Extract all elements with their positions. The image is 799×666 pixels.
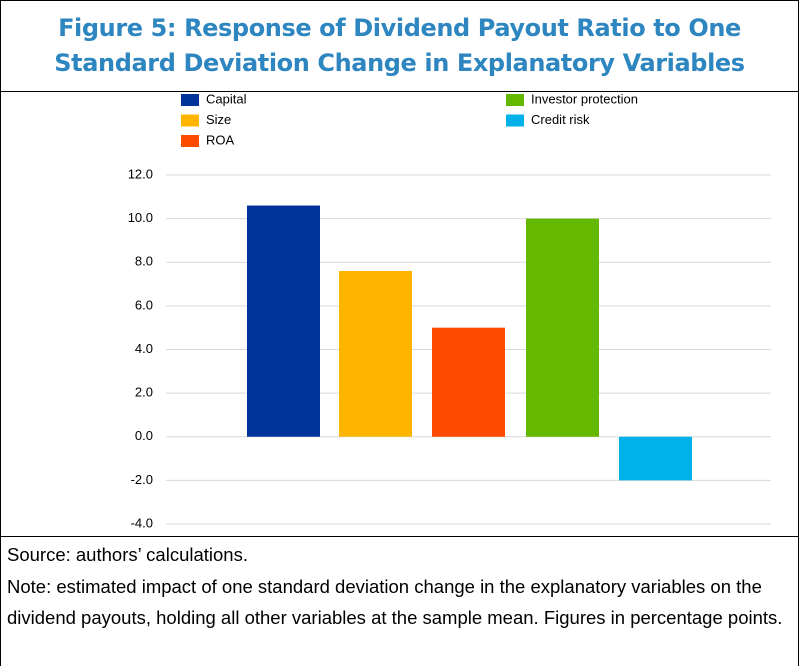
y-tick-label: 12.0	[128, 166, 153, 181]
legend-swatch	[181, 135, 199, 147]
y-tick-label: -4.0	[131, 515, 153, 530]
y-tick-label: -2.0	[131, 472, 153, 487]
legend-label: Investor protection	[531, 91, 638, 106]
legend-swatch	[181, 94, 199, 106]
bar	[247, 205, 320, 437]
legend-label: Size	[206, 112, 231, 127]
legend-label: Credit risk	[531, 112, 590, 127]
legend-label: ROA	[206, 132, 235, 147]
legend-label: Capital	[206, 91, 247, 106]
y-tick-label: 4.0	[135, 341, 153, 356]
bar	[526, 218, 599, 437]
y-tick-label: 6.0	[135, 297, 153, 312]
legend-swatch	[506, 94, 524, 106]
source: Source: authors’ calculations.	[7, 544, 248, 565]
bar	[339, 270, 412, 437]
legend-swatch	[506, 114, 524, 127]
bar	[432, 327, 505, 437]
y-tick-label: 8.0	[135, 254, 153, 269]
y-tick-label: 10.0	[128, 210, 153, 225]
y-tick-label: 0.0	[135, 428, 153, 443]
chart: -4.0 -2.0 0.0 2.0 4.0 6.0 8.0 10.0 12.0 Capital Si…	[128, 91, 771, 530]
footnote-box: Source: authors’ calculations. Note: est…	[1, 536, 798, 666]
note: Note: estimated impact of one standard d…	[7, 575, 783, 629]
bar	[619, 436, 692, 481]
y-tick-label: 2.0	[135, 385, 153, 400]
legend-swatch	[181, 114, 199, 127]
title-box: Figure 5: Response of Dividend Payout Ra…	[1, 11, 798, 92]
chart-title: Figure 5: Response of Dividend Payout Ra…	[58, 14, 741, 42]
chart-title: Standard Deviation Change in Explanatory…	[54, 49, 745, 77]
